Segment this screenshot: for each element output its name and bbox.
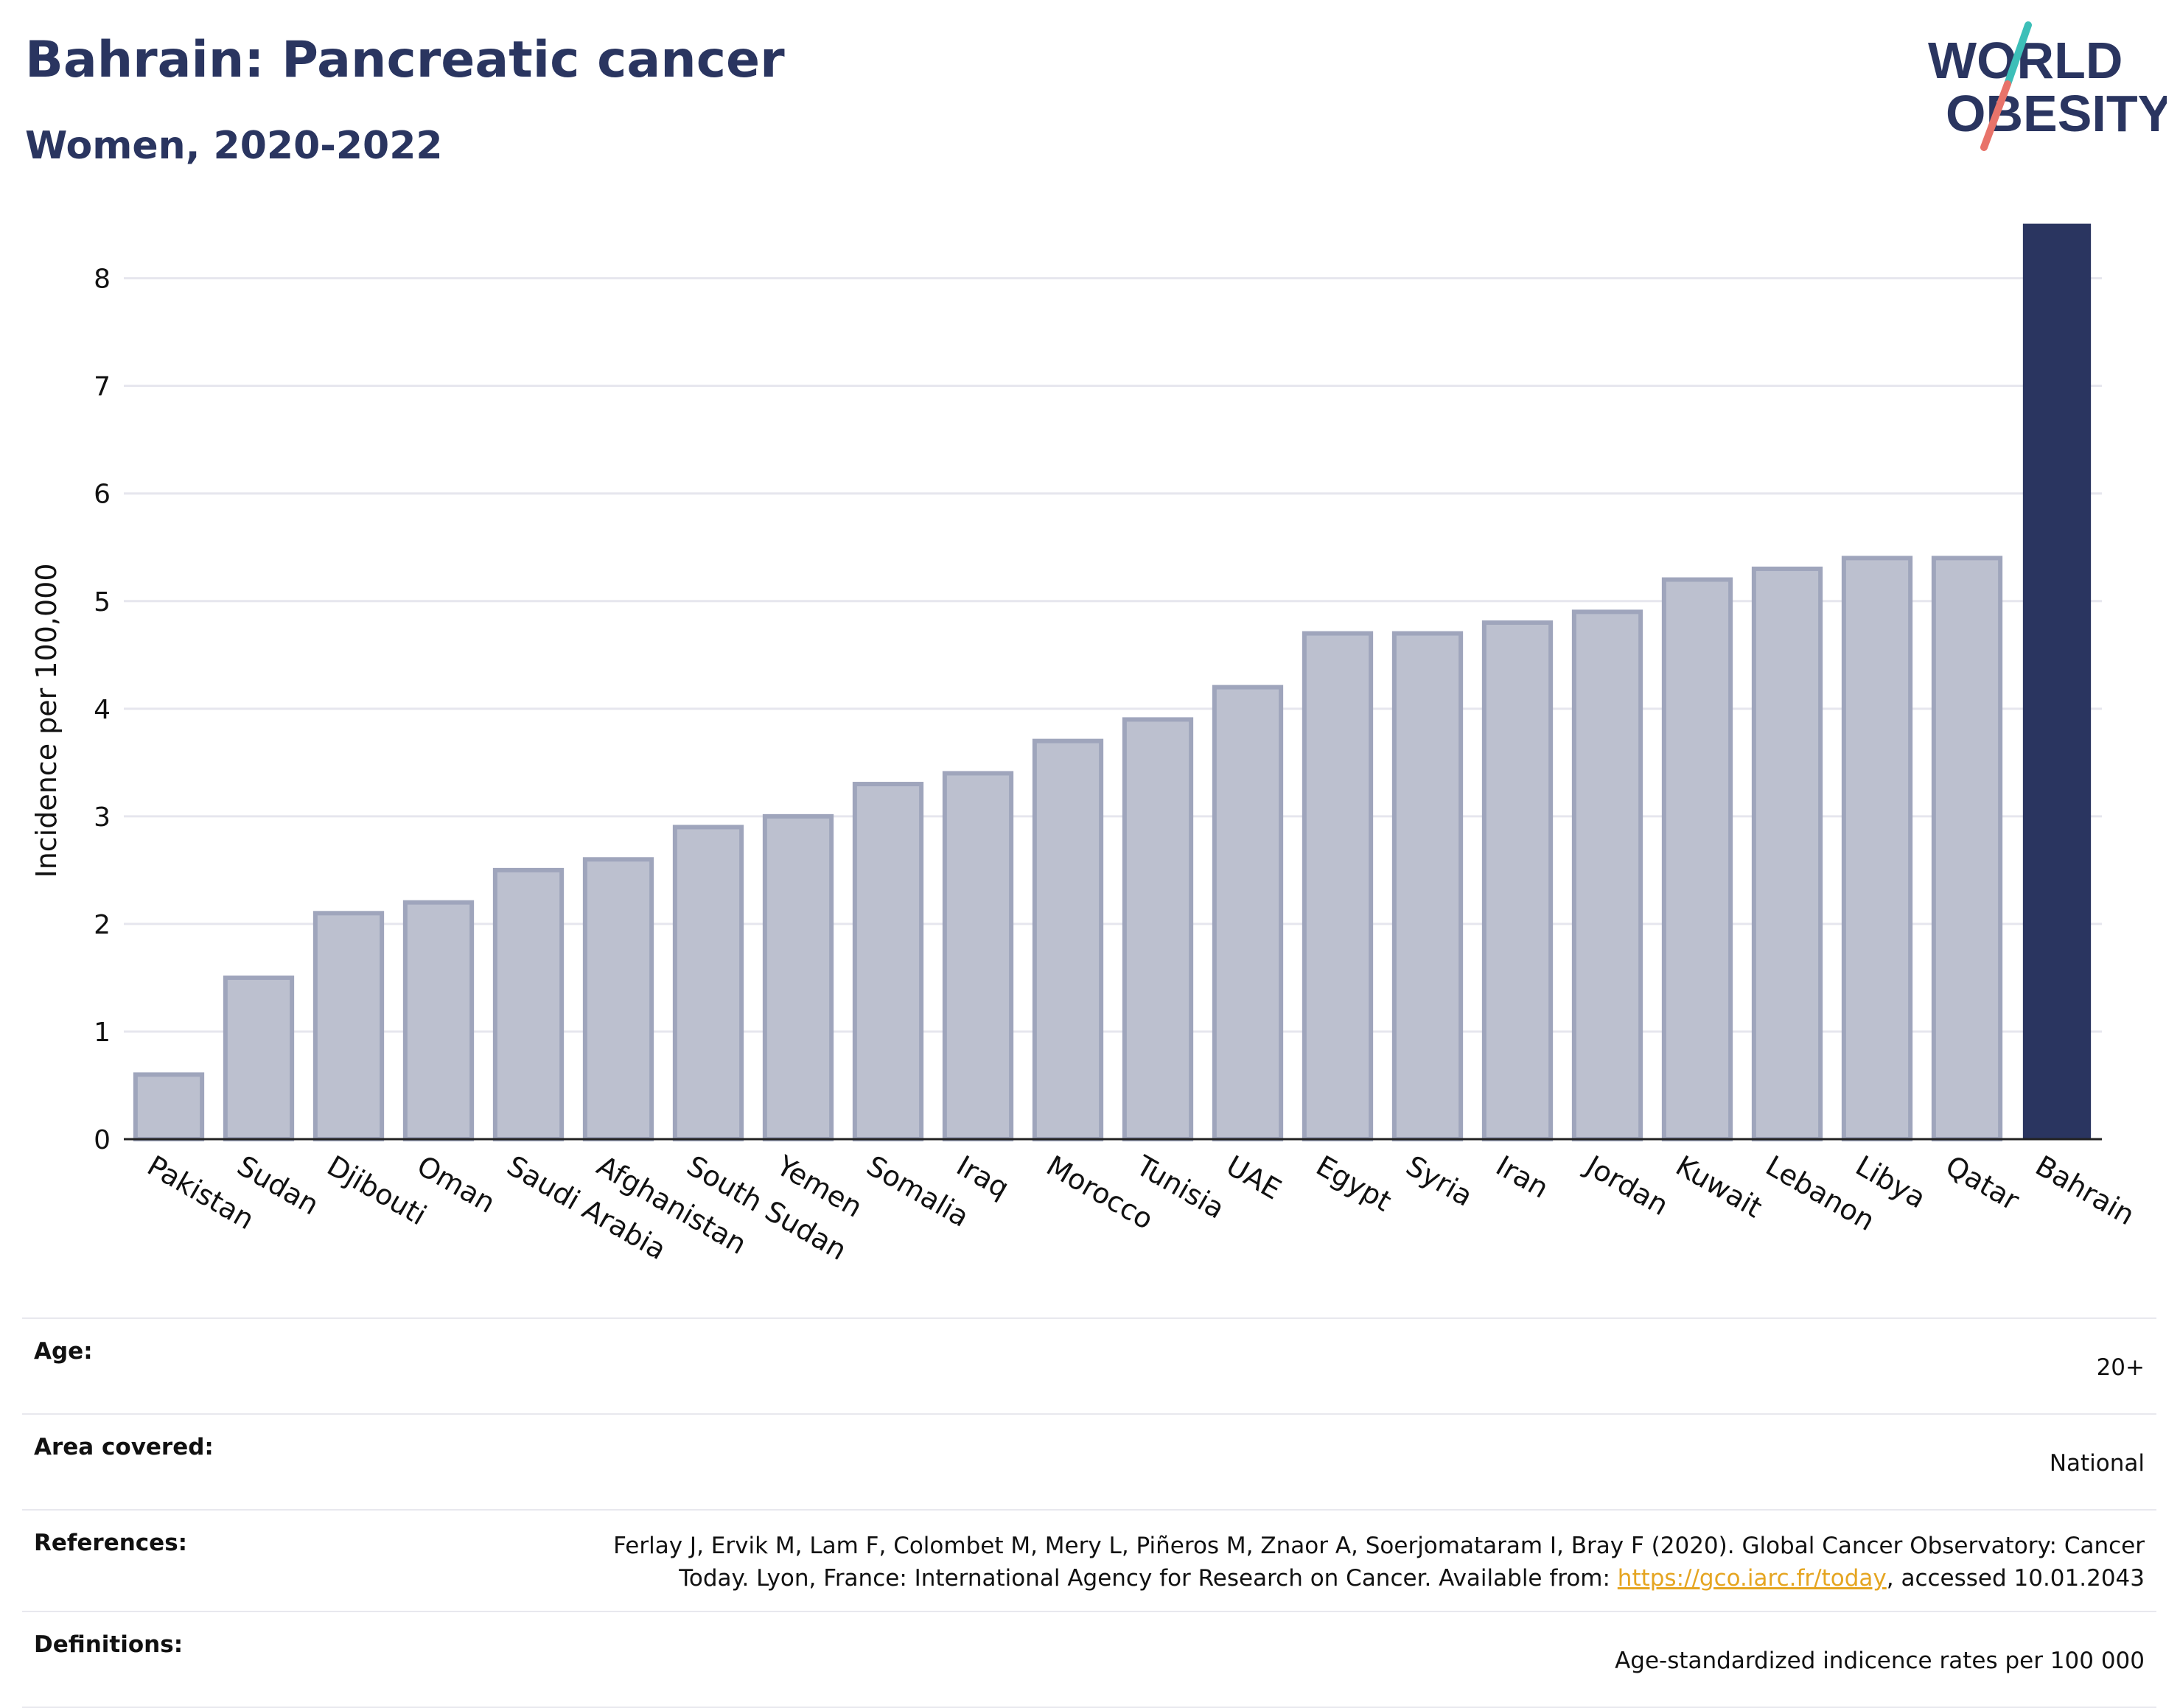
x-tick-label: Jordan xyxy=(1579,1149,1674,1222)
area-label: Area covered: xyxy=(22,1414,488,1511)
x-tick-label: Kuwait xyxy=(1671,1149,1768,1225)
age-label: Age: xyxy=(22,1317,488,1415)
bar-jordan xyxy=(1571,609,1643,1141)
definitions-label: Definitions: xyxy=(22,1611,488,1708)
age-value: 20+ xyxy=(488,1317,2156,1415)
x-tick-label: Egypt xyxy=(1311,1149,1397,1218)
info-row-definitions: Definitions: Age-standardized indicence … xyxy=(22,1611,2156,1708)
y-tick-label: 5 xyxy=(94,587,111,617)
bar-uae xyxy=(1212,685,1284,1141)
bar-yemen xyxy=(762,813,834,1141)
x-tick-label: Djibouti xyxy=(322,1149,433,1232)
x-tick-label: Iraq xyxy=(951,1149,1015,1205)
bar-south-sudan xyxy=(672,825,744,1141)
y-tick-label: 6 xyxy=(94,480,111,510)
bar-pakistan xyxy=(133,1072,205,1141)
bar-oman xyxy=(402,900,475,1141)
chart-subtitle: Women, 2020-2022 xyxy=(25,124,443,168)
bar-syria xyxy=(1391,631,1464,1141)
area-value: National xyxy=(488,1414,2156,1511)
y-tick-label: 1 xyxy=(94,1018,111,1048)
x-tick-label: Iran xyxy=(1491,1149,1554,1205)
references-label: References: xyxy=(22,1510,488,1612)
bar-lebanon xyxy=(1751,566,1823,1141)
y-tick-label: 7 xyxy=(94,372,111,402)
world-obesity-logo: WORLD OBESITY xyxy=(1928,21,2167,151)
bar-sudan xyxy=(223,975,295,1141)
bar-afghanistan xyxy=(582,857,654,1141)
y-tick-label: 8 xyxy=(94,265,111,295)
bar-tunisia xyxy=(1122,717,1194,1141)
bar-libya xyxy=(1841,556,1913,1141)
references-line2-pre: Today. Lyon, France: International Agenc… xyxy=(679,1565,1618,1592)
y-tick-label: 4 xyxy=(94,695,111,725)
x-tick-label: Bahrain xyxy=(2030,1149,2140,1232)
x-tick-label: Syria xyxy=(1401,1149,1478,1213)
y-axis-label: Incidence per 100,000 xyxy=(30,563,63,878)
x-tick-label: Somalia xyxy=(862,1149,975,1233)
y-tick-label: 0 xyxy=(94,1125,111,1155)
bar-iran xyxy=(1481,620,1554,1141)
x-tick-label: UAE xyxy=(1221,1149,1287,1206)
info-row-age: Age: 20+ xyxy=(22,1317,2156,1415)
references-line2-post: , accessed 10.01.2043 xyxy=(1886,1565,2145,1592)
chart-title: Bahrain: Pancreatic cancer xyxy=(25,31,785,89)
logo-text-obesity: OBESITY xyxy=(1946,85,2167,142)
bar-djibouti xyxy=(312,911,385,1142)
bars xyxy=(133,223,2092,1142)
info-row-references: References: Ferlay J, Ervik M, Lam F, Co… xyxy=(22,1510,2156,1612)
y-tick-label: 3 xyxy=(94,802,111,833)
bar-egypt xyxy=(1302,631,1374,1141)
bar-saudi-arabia xyxy=(492,867,565,1141)
definitions-value: Age-standardized indicence rates per 100… xyxy=(488,1611,2156,1708)
bar-kuwait xyxy=(1661,577,1733,1141)
logo-slash-teal xyxy=(2004,21,2032,88)
info-table: Age: 20+ Area covered: National Referenc… xyxy=(22,1317,2156,1708)
y-tick-label: 2 xyxy=(94,910,111,940)
bar-somalia xyxy=(852,782,924,1141)
y-axis-ticks: 0 1 2 3 4 5 6 7 8 xyxy=(94,265,111,1155)
references-link[interactable]: https://gco.iarc.fr/today xyxy=(1617,1565,1887,1592)
bar-qatar xyxy=(1931,556,2003,1141)
x-tick-label: Qatar xyxy=(1940,1149,2025,1217)
info-row-area: Area covered: National xyxy=(22,1414,2156,1511)
references-line1: Ferlay J, Ervik M, Lam F, Colombet M, Me… xyxy=(613,1533,2145,1559)
logo-slash-coral xyxy=(1980,80,2011,151)
bar-bahrain xyxy=(2022,223,2092,1141)
references-value: Ferlay J, Ervik M, Lam F, Colombet M, Me… xyxy=(488,1510,2156,1612)
bar-iraq xyxy=(942,771,1014,1142)
bar-morocco xyxy=(1032,738,1104,1141)
